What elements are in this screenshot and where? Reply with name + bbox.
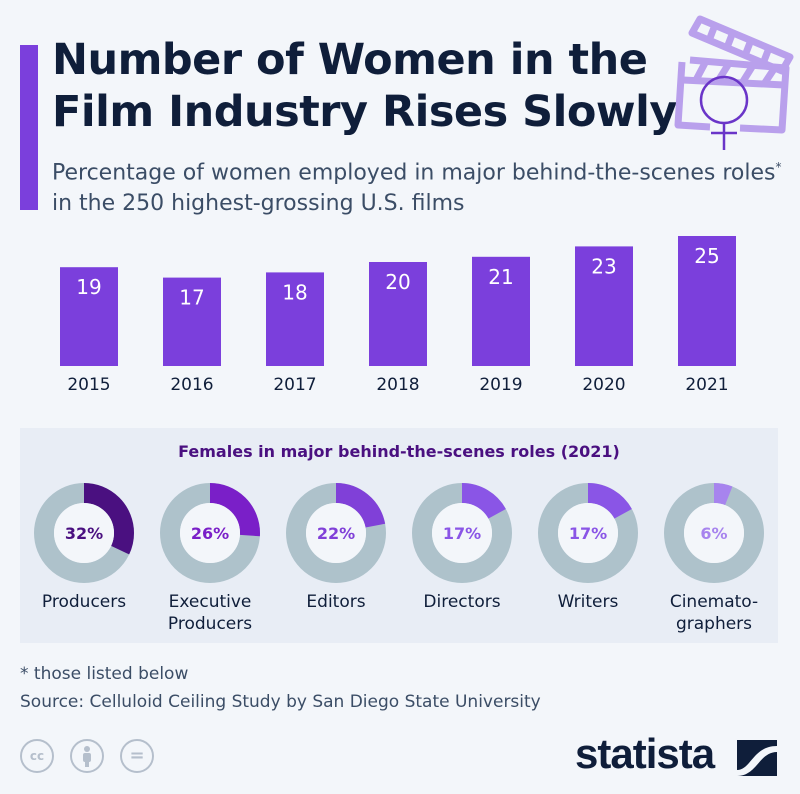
donut-category-label: Directors [423, 592, 500, 612]
bar-2015 [60, 267, 118, 366]
statista-logo[interactable]: statista [575, 730, 715, 777]
donut-charts: 32%Producers26%ExecutiveProducers22%Edit… [34, 483, 764, 634]
bar-2020 [575, 246, 633, 366]
donut-value-label: 6% [700, 524, 727, 543]
attribution-icon[interactable] [70, 739, 104, 773]
subtitle: Percentage of women employed in major be… [52, 152, 792, 219]
title-accent-bar [20, 45, 38, 210]
donut-category-label: Writers [558, 592, 619, 612]
subtitle-text: Percentage of women employed in major be… [52, 160, 776, 186]
subtitle-footnote-mark: * [775, 160, 782, 174]
donut-slice [412, 483, 512, 583]
donut-slice [664, 483, 764, 583]
x-tick-label: 2020 [582, 375, 625, 395]
donut-value-label: 32% [65, 524, 103, 543]
donut-slice [538, 483, 638, 583]
donut-category-label: Editors [306, 592, 365, 612]
donut-hole [180, 503, 240, 563]
subtitle-text-end: in the 250 highest-grossing U.S. films [52, 191, 465, 217]
bar-value-label: 19 [76, 275, 101, 299]
donut-hole [54, 503, 114, 563]
donut-producers: 32% Producers [34, 483, 134, 612]
bar-value-label: 18 [282, 280, 307, 304]
bar-value-label: 17 [179, 286, 204, 310]
donut-slice [34, 483, 134, 583]
donut-value-label: 26% [191, 524, 229, 543]
x-tick-label: 2017 [273, 375, 316, 395]
donut-category-label: graphers [676, 614, 752, 634]
bar-chart: 19 2015 17 2016 18 2017 20 2018 21 2019 23 2020 25 20… [60, 236, 736, 395]
donut-category-label: Cinemato- [670, 592, 758, 612]
statista-logo-mark-icon [737, 740, 777, 776]
donut-cinematographers: 6% Cinemato-graphers [664, 483, 764, 634]
title-line-1: Number of Women in the [52, 35, 648, 85]
bar-2018 [369, 262, 427, 366]
x-tick-label: 2019 [479, 375, 522, 395]
page-title: Number of Women in the Film Industry Ris… [52, 34, 677, 138]
donut-chart-title: Females in major behind-the-scenes roles… [178, 442, 620, 461]
x-tick-label: 2015 [67, 375, 110, 395]
donut-editors: 22% Editors [286, 483, 386, 612]
title-line-2: Film Industry Rises Slowly [52, 87, 677, 137]
bar-value-label: 25 [694, 244, 719, 268]
bar-2016 [163, 277, 221, 366]
donut-value-label: 17% [569, 524, 607, 543]
donut-writers: 17% Writers [538, 483, 638, 612]
x-tick-label: 2018 [376, 375, 419, 395]
donut-value-label: 22% [317, 524, 355, 543]
bar-value-label: 21 [488, 265, 513, 289]
source: Source: Celluloid Ceiling Study by San D… [20, 692, 541, 712]
no-derivatives-icon[interactable]: = [120, 739, 154, 773]
creative-commons-icon[interactable]: cc [20, 739, 54, 773]
donut-slice [160, 483, 260, 583]
donut-hole [684, 503, 744, 563]
clapperboard-female-symbol-icon [674, 15, 794, 150]
bar-value-label: 23 [591, 254, 616, 278]
roles-panel: Females in major behind-the-scenes roles… [20, 428, 778, 643]
donut-slice [286, 483, 386, 583]
donut-directors: 17% Directors [412, 483, 512, 612]
bar-2021 [678, 236, 736, 366]
donut-hole [432, 503, 492, 563]
bar-2019 [472, 256, 530, 366]
bar-value-label: 20 [385, 270, 410, 294]
x-tick-label: 2021 [685, 375, 728, 395]
donut-hole [306, 503, 366, 563]
donut-value-label: 17% [443, 524, 481, 543]
x-tick-label: 2016 [170, 375, 213, 395]
bar-2017 [266, 272, 324, 366]
donut-category-label: Producers [168, 614, 252, 634]
donut-category-label: Executive [169, 592, 252, 612]
footnote: * those listed below [20, 664, 189, 684]
donut-category-label: Producers [42, 592, 126, 612]
donut-hole [558, 503, 618, 563]
